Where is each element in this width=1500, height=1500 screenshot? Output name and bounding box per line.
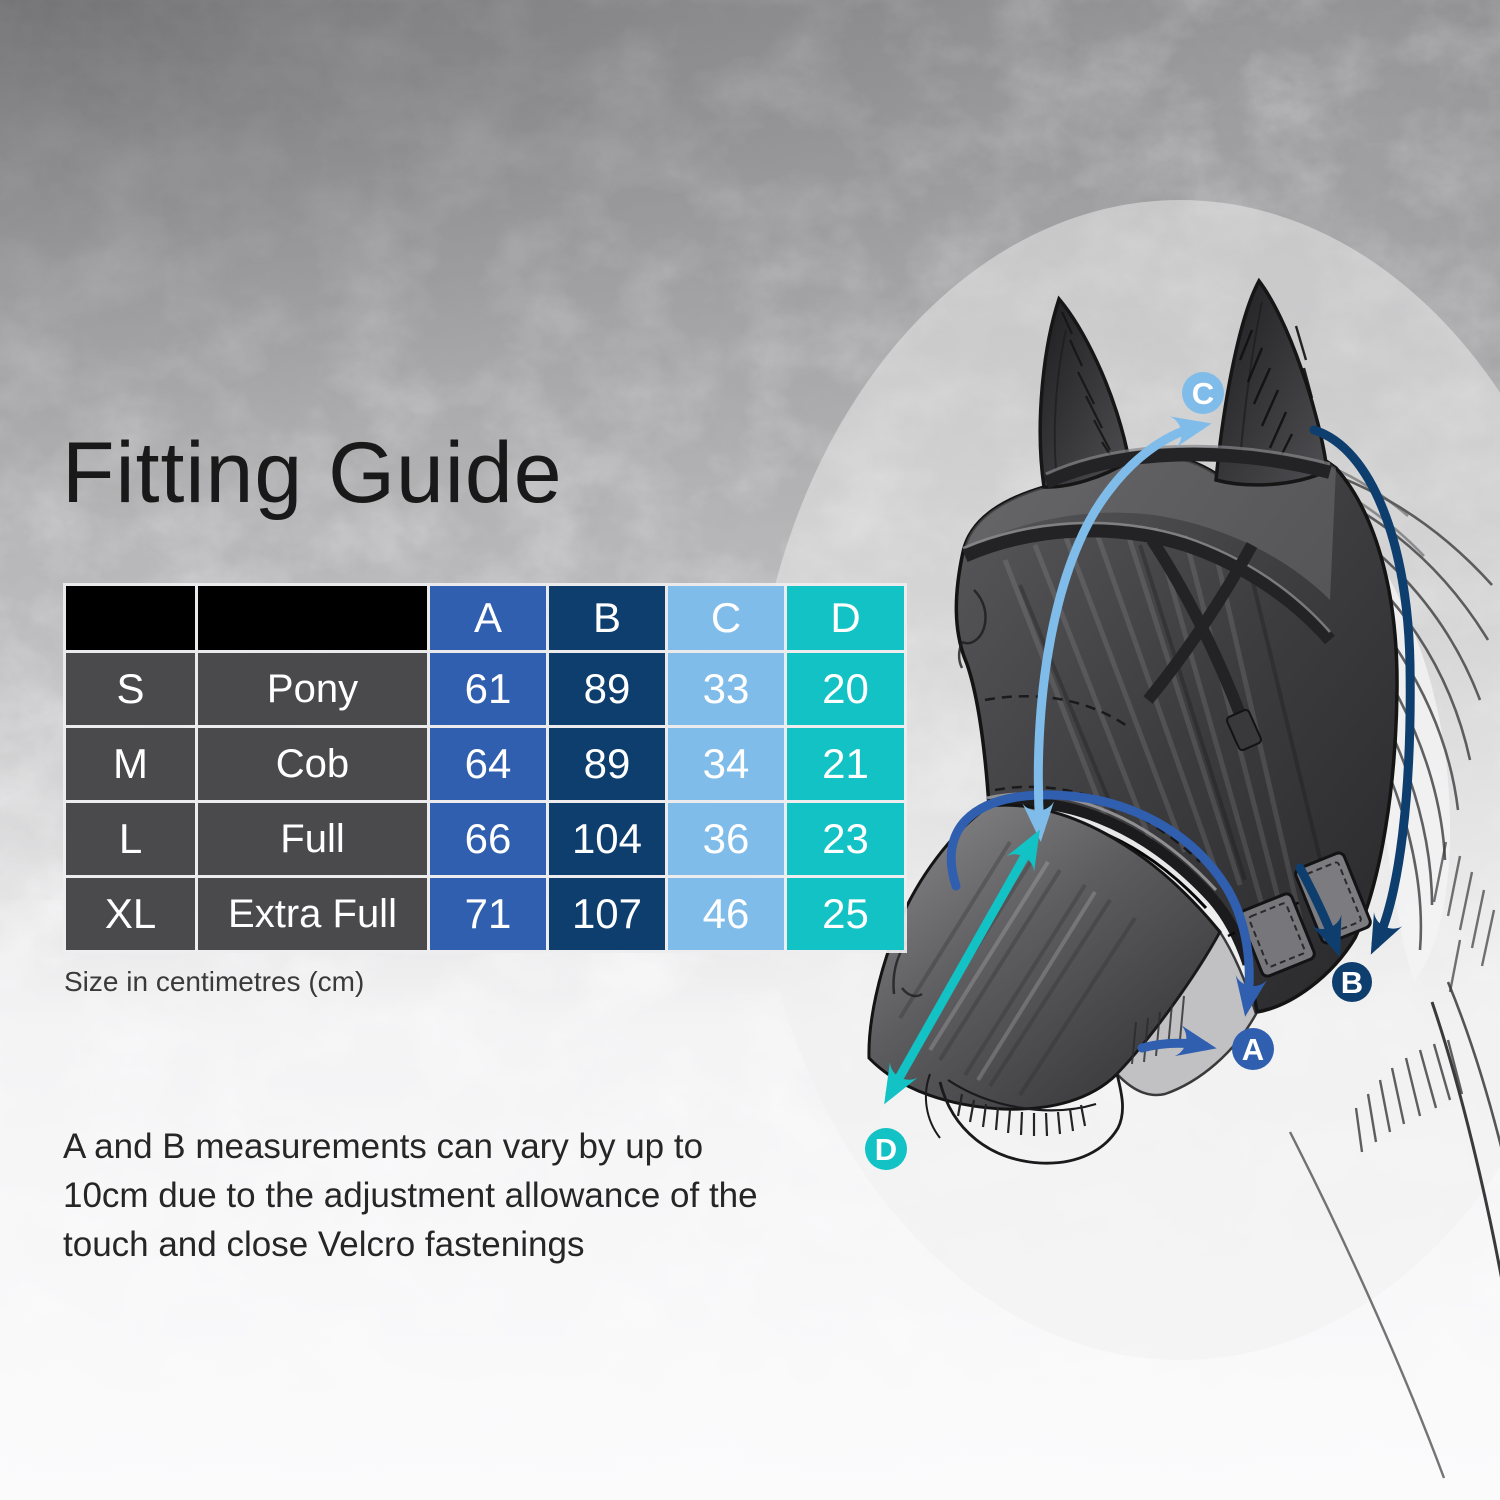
- cell-type: Pony: [198, 653, 427, 725]
- measure-arrow-d: [884, 829, 1040, 1105]
- cell-c: 33: [668, 653, 784, 725]
- measure-arc-c: [1022, 416, 1212, 842]
- measure-arrow-b-short: [1295, 863, 1342, 958]
- label-letter-c: C: [1192, 376, 1214, 411]
- measurement-note: A and B measurements can vary by up to 1…: [63, 1122, 758, 1269]
- cell-b: 104: [549, 803, 665, 875]
- th-b: B: [549, 586, 665, 650]
- cell-type: Full: [198, 803, 427, 875]
- size-table: A B C D S Pony 61 89 33 20 M Cob 64 89 3…: [63, 583, 907, 953]
- measurement-arrows: [884, 416, 1415, 1105]
- cell-size: L: [66, 803, 195, 875]
- measure-labels: A B C D: [865, 372, 1372, 1170]
- cell-a: 64: [430, 728, 546, 800]
- cell-size: M: [66, 728, 195, 800]
- note-line: touch and close Velcro fastenings: [63, 1225, 585, 1264]
- label-letter-d: D: [875, 1132, 897, 1167]
- cell-a: 66: [430, 803, 546, 875]
- cell-size: S: [66, 653, 195, 725]
- ear-right: [1214, 277, 1329, 487]
- th-d: D: [787, 586, 904, 650]
- label-letter-a: A: [1242, 1032, 1264, 1067]
- cell-d: 20: [787, 653, 904, 725]
- page-title: Fitting Guide: [62, 425, 563, 521]
- table-caption: Size in centimetres (cm): [64, 966, 365, 997]
- cell-a: 71: [430, 878, 546, 950]
- th-a: A: [430, 586, 546, 650]
- label-letter-b: B: [1341, 965, 1363, 1000]
- measure-arrow-a-horizontal: [1137, 1025, 1217, 1057]
- cell-b: 107: [549, 878, 665, 950]
- note-line: 10cm due to the adjustment allowance of …: [63, 1176, 758, 1215]
- neck-hatch-upper: [1432, 841, 1496, 993]
- cell-b: 89: [549, 653, 665, 725]
- th-blank-type: [198, 586, 427, 650]
- cell-b: 89: [549, 728, 665, 800]
- neck-sketch: [1288, 841, 1500, 1479]
- cell-type: Cob: [198, 728, 427, 800]
- cell-d: 23: [787, 803, 904, 875]
- th-blank-size: [66, 586, 195, 650]
- cell-c: 36: [668, 803, 784, 875]
- cell-type: Extra Full: [198, 878, 427, 950]
- measure-arc-b: [1309, 425, 1415, 955]
- label-circle-b: [1332, 962, 1372, 1002]
- th-c: C: [668, 586, 784, 650]
- neck-hatch-lower: [1354, 1039, 1464, 1153]
- label-circle-c: [1182, 372, 1224, 414]
- label-circle-a: [1232, 1028, 1274, 1070]
- cell-c: 46: [668, 878, 784, 950]
- note-line: A and B measurements can vary by up to: [63, 1127, 704, 1166]
- cell-a: 61: [430, 653, 546, 725]
- cell-d: 21: [787, 728, 904, 800]
- cell-size: XL: [66, 878, 195, 950]
- strap-end: [1225, 708, 1263, 752]
- cell-c: 34: [668, 728, 784, 800]
- ear-right-hatch: [1238, 325, 1314, 463]
- label-circle-d: [865, 1128, 907, 1170]
- cell-d: 25: [787, 878, 904, 950]
- eye-sketch: [957, 589, 987, 669]
